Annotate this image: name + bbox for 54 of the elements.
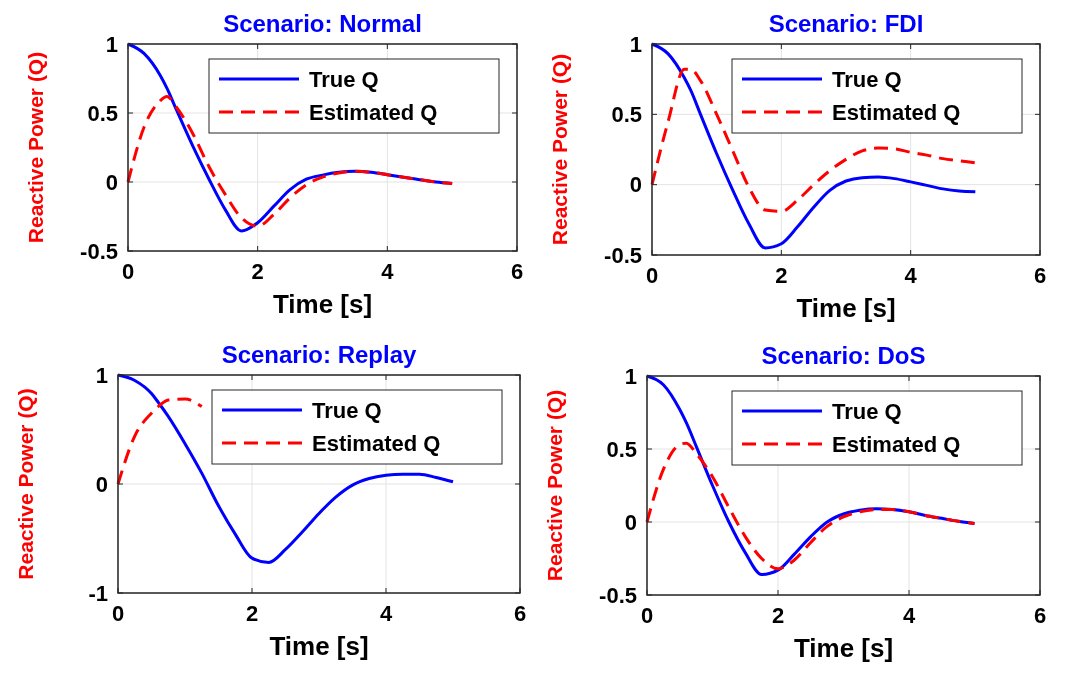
line-series [650, 42, 977, 250]
y-tick-label: 1 [629, 31, 642, 57]
legend-label: Estimated Q [309, 99, 438, 125]
x-tick-label: 4 [381, 259, 395, 284]
y-tick-label: -0.5 [80, 238, 118, 264]
x-tick-label: 2 [775, 263, 788, 288]
legend-label: True Q [832, 66, 902, 92]
y-tick-label: 0 [624, 509, 637, 535]
x-tick-label: 2 [771, 603, 785, 628]
chart-title: Scenario: Normal [223, 10, 422, 37]
legend-label: Estimated Q [832, 99, 961, 125]
y-tick-label: 0 [95, 471, 108, 497]
y-tick-label: 1 [624, 363, 637, 389]
line-series [116, 373, 455, 564]
y-axis-title: Reactive Power (Q) [543, 389, 566, 582]
y-axis-title: Reactive Power (Q) [14, 388, 37, 580]
x-tick-label: 0 [121, 259, 135, 284]
x-axis-title: Time [s] [272, 289, 373, 319]
chart-title: Scenario: Replay [221, 341, 418, 368]
y-tick-label: 0 [629, 172, 642, 198]
legend-label: Estimated Q [312, 430, 441, 456]
y-tick-label: 1 [105, 31, 118, 57]
y-tick-label: 1 [95, 362, 108, 388]
legend-label: True Q [309, 66, 379, 92]
legend-label: True Q [832, 398, 902, 424]
y-tick-label: 0.5 [611, 102, 642, 128]
x-axis-title: Time [s] [793, 633, 894, 663]
legend-label: True Q [312, 397, 382, 423]
y-tick-label: -1 [88, 580, 108, 606]
y-tick-label: 0.5 [606, 436, 637, 462]
line-series [126, 94, 454, 228]
legend-label: Estimated Q [832, 431, 961, 457]
x-tick-label: 0 [645, 263, 659, 288]
chart-title: Scenario: FDI [768, 10, 924, 37]
y-axis-title: Reactive Power (Q) [24, 51, 47, 244]
x-tick-label: 6 [510, 259, 524, 284]
y-axis-title: Reactive Power (Q) [548, 53, 571, 246]
x-tick-label: 6 [513, 601, 527, 626]
x-tick-label: 4 [379, 601, 393, 626]
y-tick-label: 0 [105, 169, 118, 195]
x-axis-title: Time [s] [796, 293, 896, 323]
y-tick-label: -0.5 [604, 242, 642, 268]
x-tick-label: 6 [1033, 263, 1047, 288]
line-series [650, 67, 977, 213]
x-tick-label: 2 [245, 601, 259, 626]
x-axis-title: Time [s] [269, 631, 369, 661]
x-tick-label: 4 [902, 603, 916, 628]
chart-title: Scenario: DoS [761, 342, 926, 369]
line-series [116, 397, 204, 486]
y-tick-label: -0.5 [599, 582, 637, 608]
x-tick-label: 4 [904, 263, 918, 288]
x-tick-label: 6 [1033, 603, 1047, 628]
x-tick-label: 2 [251, 259, 264, 284]
y-tick-label: 0.5 [87, 100, 118, 126]
